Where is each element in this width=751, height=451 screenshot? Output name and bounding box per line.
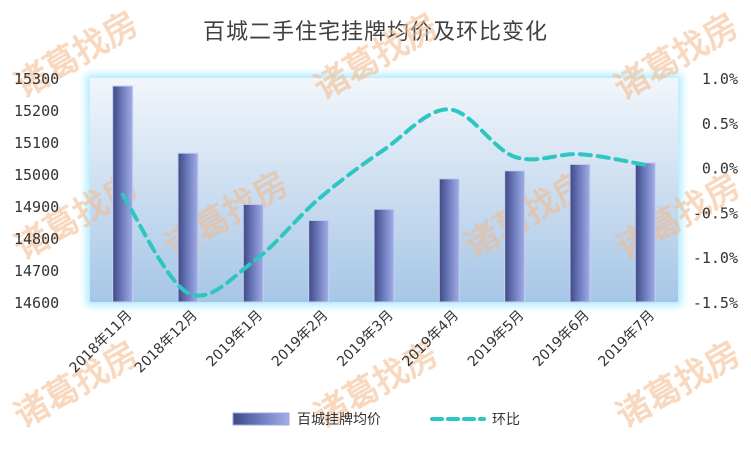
- x-tick-label: 2018年12月: [132, 308, 201, 377]
- bar-8: [569, 163, 591, 303]
- watermark-text: 诸葛找房: [610, 334, 748, 437]
- right-axis-ticks: 1.0% 0.5% 0.0% -0.5% -1.0% -1.5%: [693, 70, 738, 312]
- left-axis-ticks: 14600 14700 14800 14900 15000 15100 15200 15300: [14, 70, 59, 312]
- x-tick-label: 2019年1月: [204, 308, 267, 371]
- bar-9: [634, 162, 656, 303]
- x-tick-label: 2019年7月: [596, 308, 659, 371]
- legend-bar-label: 百城挂牌均价: [297, 411, 381, 428]
- left-tick-label: 15300: [14, 70, 59, 88]
- bar-4: [308, 219, 330, 303]
- left-tick-label: 15100: [14, 134, 59, 152]
- bar-6: [438, 178, 460, 303]
- left-tick-label: 14900: [14, 198, 59, 216]
- right-tick-label: 0.0%: [702, 160, 738, 178]
- right-tick-label: 0.5%: [702, 115, 738, 133]
- x-tick-label: 2019年6月: [530, 308, 593, 371]
- line-series: [120, 107, 648, 298]
- legend-bar-swatch: [232, 412, 290, 426]
- right-tick-label: -1.5%: [693, 294, 738, 312]
- right-tick-label: -1.0%: [693, 249, 738, 267]
- chart-title: 百城二手住宅挂牌均价及环比变化: [202, 20, 548, 45]
- x-tick-label: 2019年2月: [269, 308, 332, 371]
- watermark-text: 诸葛找房: [8, 334, 146, 437]
- bar-2: [177, 152, 199, 303]
- left-tick-label: 15200: [14, 102, 59, 120]
- left-tick-label: 15000: [14, 166, 59, 184]
- left-tick-label: 14800: [14, 230, 59, 248]
- bar-3: [242, 203, 264, 303]
- right-tick-label: -0.5%: [693, 204, 738, 222]
- bar-5: [373, 208, 395, 303]
- left-tick-label: 14700: [14, 262, 59, 280]
- legend: 百城挂牌均价 环比: [232, 411, 520, 428]
- x-tick-label: 2019年5月: [465, 308, 528, 371]
- bar-7: [504, 170, 526, 303]
- left-tick-label: 14600: [14, 294, 59, 312]
- right-tick-label: 1.0%: [702, 70, 738, 88]
- line-mom-change: [120, 107, 648, 298]
- legend-line-label: 环比: [492, 412, 520, 428]
